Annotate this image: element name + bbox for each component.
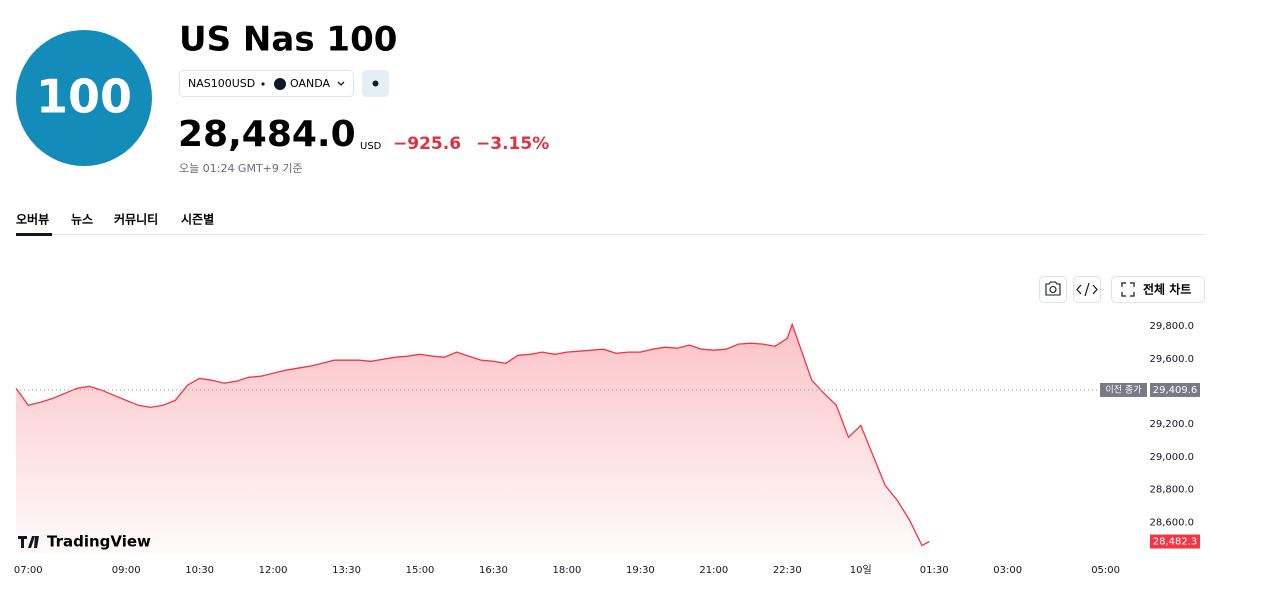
price: 28,484.0 — [178, 114, 356, 155]
x-tick-label: 03:00 — [993, 565, 1022, 576]
separator — [261, 82, 265, 86]
x-tick-label: 22:30 — [773, 565, 802, 576]
prev-close-value-tag — [1150, 382, 1200, 397]
x-tick-label: 16:30 — [479, 565, 508, 576]
title: US Nas 100 — [179, 20, 397, 60]
exchange-icon — [274, 78, 286, 90]
logo — [16, 30, 152, 166]
x-tick-label: 10:30 — [185, 565, 214, 576]
y-tick-label: 28,600.0 — [1149, 517, 1194, 528]
change-percent: −3.15% — [476, 134, 549, 154]
symbol: NAS100USD — [188, 77, 255, 90]
area — [16, 324, 930, 555]
snapshot-button[interactable] — [1039, 276, 1067, 303]
x-tick-label: 10일 — [850, 564, 872, 576]
x-tick-label: 13:30 — [332, 565, 361, 576]
x-tick-label: 05:00 — [1091, 565, 1120, 576]
symbol-badge[interactable] — [179, 70, 354, 97]
x-tick-label: 09:00 — [112, 565, 141, 576]
x-tick-label: 19:30 — [626, 565, 655, 576]
x-tick-label: 07:00 — [14, 565, 43, 576]
full-chart-label: 전체 차트 — [1143, 282, 1191, 297]
last-price-label: 28,482.3 — [1153, 537, 1198, 548]
logo-text: 100 — [36, 70, 132, 124]
watermark-logo — [18, 536, 39, 548]
x-tick-label: 15:00 — [406, 565, 435, 576]
full-chart-button[interactable] — [1111, 276, 1205, 303]
change: −925.6 — [393, 134, 461, 154]
x-tick-label: 21:00 — [699, 565, 728, 576]
x-tick-label: 01:30 — [920, 565, 949, 576]
y-tick-label: 29,800.0 — [1149, 321, 1194, 332]
code-icon — [1076, 282, 1098, 297]
line — [15, 322, 930, 547]
y-tick-label: 28,800.0 — [1149, 485, 1194, 496]
fullscreen-icon — [1121, 282, 1135, 297]
y-tick-label: 29,600.0 — [1149, 354, 1194, 365]
last-price-tag — [1150, 534, 1200, 549]
prev-close-value: 29,409.6 — [1153, 385, 1198, 396]
watermark: TradingView — [47, 533, 151, 551]
currency: USD — [360, 141, 382, 152]
tab[interactable]: 커뮤니티 — [114, 212, 158, 227]
tab[interactable]: 시즌별 — [181, 212, 214, 227]
x-tick-label: 18:00 — [553, 565, 582, 576]
y-tick-label: 29,000.0 — [1149, 452, 1194, 463]
camera-lens — [1049, 285, 1057, 294]
tab-underline — [16, 233, 52, 236]
x-tick-label: 12:00 — [259, 565, 288, 576]
chart: 28,600.0 28,800.0 29,000.0 29,200.0 29,600.0… — [14, 321, 1200, 576]
status-dot — [372, 80, 379, 87]
chevron — [337, 81, 345, 86]
exchange: OANDA — [290, 77, 330, 90]
y-tick-label: 29,200.0 — [1149, 419, 1194, 430]
tab[interactable]: 뉴스 — [71, 213, 93, 227]
timestamp: 오늘 01:24 GMT+9 기준 — [179, 162, 303, 175]
camera-icon — [1045, 281, 1061, 296]
prev-close-tag — [1100, 382, 1147, 397]
prev-close-label: 이전 종가 — [1106, 384, 1142, 395]
tab[interactable]: 오버뷰 — [16, 212, 49, 227]
